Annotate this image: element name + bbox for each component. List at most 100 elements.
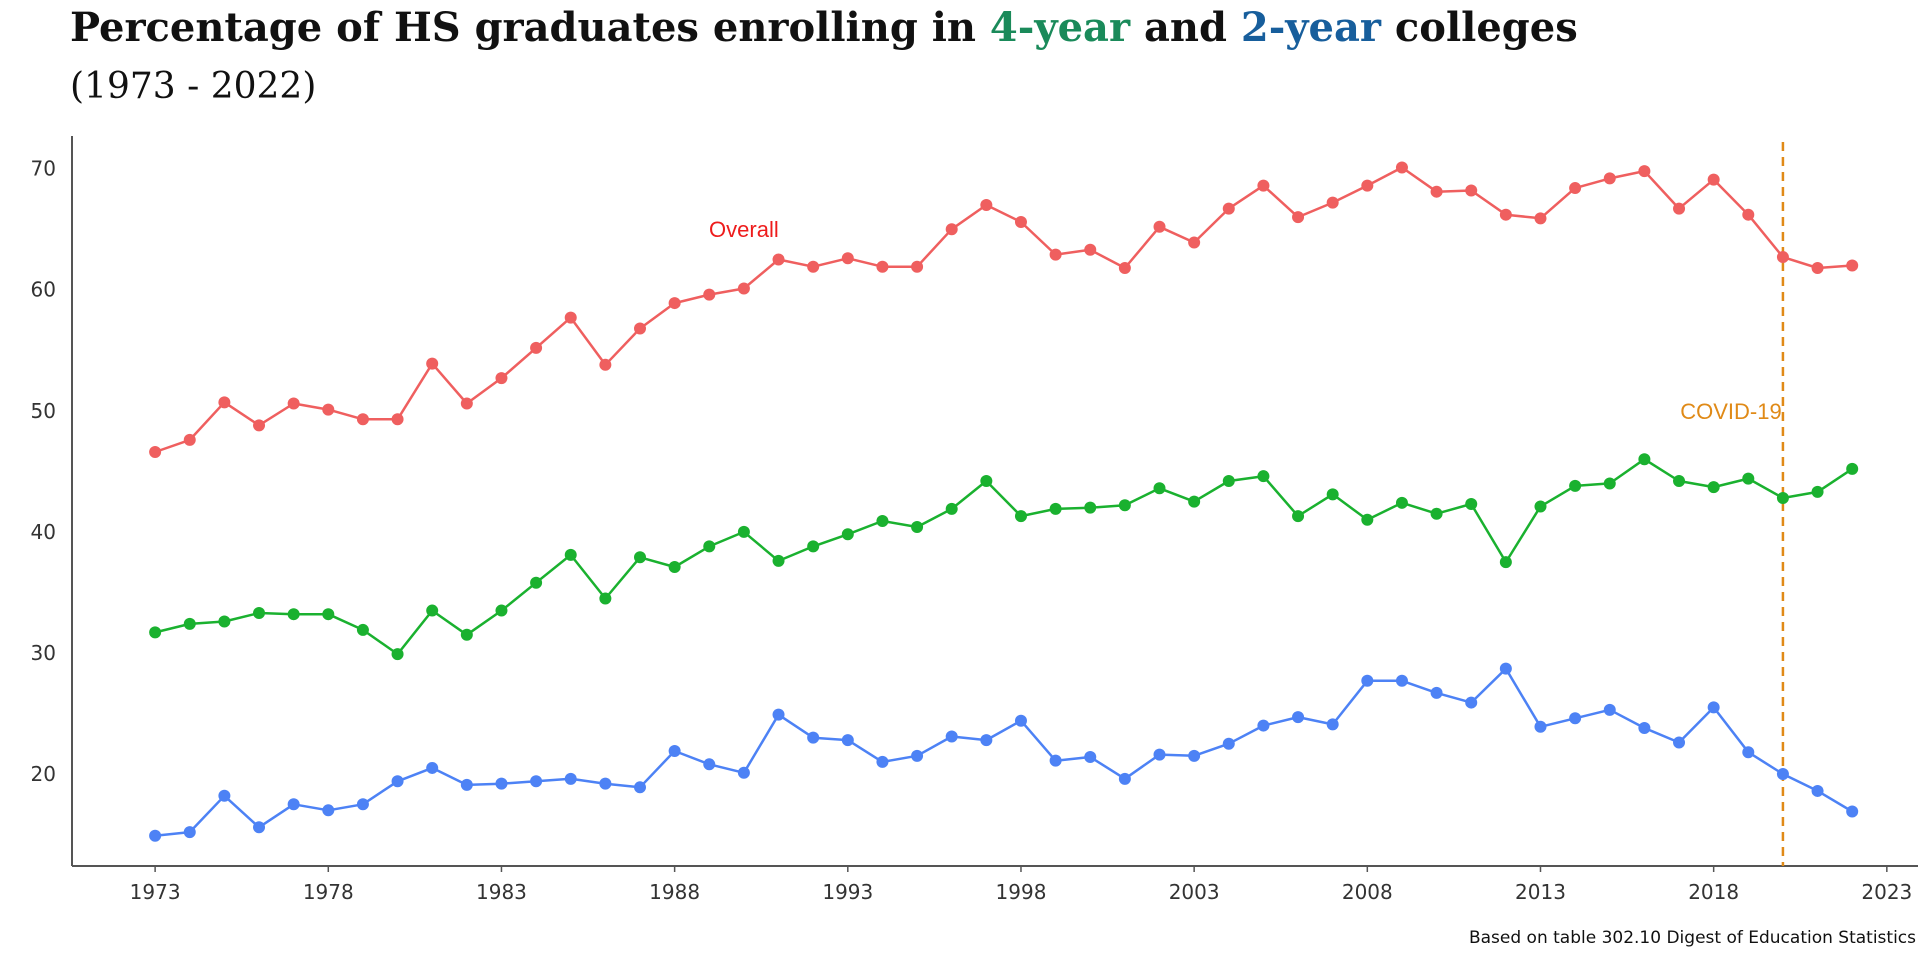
data-point xyxy=(1084,751,1097,764)
data-point xyxy=(530,341,543,354)
data-point xyxy=(149,445,162,458)
data-point xyxy=(1049,502,1062,515)
data-point xyxy=(1049,248,1062,261)
data-point xyxy=(945,730,958,743)
data-point xyxy=(1499,662,1512,675)
data-point xyxy=(253,419,266,432)
data-point xyxy=(183,617,196,630)
data-point xyxy=(599,358,612,371)
data-point xyxy=(737,766,750,779)
data-point xyxy=(876,260,889,273)
data-point xyxy=(1292,510,1305,523)
data-point xyxy=(253,606,266,619)
data-point xyxy=(1292,211,1305,224)
series-line xyxy=(154,166,1853,454)
data-point xyxy=(703,540,716,553)
chart-title: Percentage of HS graduates enrolling in … xyxy=(70,4,1578,51)
data-point xyxy=(876,514,889,527)
data-point xyxy=(1153,748,1166,761)
data-point xyxy=(911,260,924,273)
data-point xyxy=(1534,500,1547,513)
data-point xyxy=(287,397,300,410)
data-point xyxy=(911,521,924,534)
data-point xyxy=(1742,746,1755,759)
data-point xyxy=(322,403,335,416)
y-tick-label: 40 xyxy=(31,520,56,544)
x-tick-label: 1978 xyxy=(303,880,354,904)
data-point xyxy=(1014,510,1027,523)
axes: 20 30 40 50 60 70 1973 1978 1983 1988 1993 1998 2003… xyxy=(31,136,1918,904)
data-point xyxy=(1326,488,1339,501)
data-point xyxy=(841,528,854,541)
data-point xyxy=(564,772,577,785)
data-point xyxy=(841,734,854,747)
data-point xyxy=(1361,179,1374,192)
x-tick-label: 2018 xyxy=(1688,880,1739,904)
data-point xyxy=(703,758,716,771)
overall-series xyxy=(149,161,1859,458)
data-point xyxy=(1014,714,1027,727)
data-point xyxy=(1569,712,1582,725)
data-point xyxy=(807,731,820,744)
data-point xyxy=(1811,261,1824,274)
data-point xyxy=(426,761,439,774)
x-tick-label: 1988 xyxy=(649,880,700,904)
data-point xyxy=(1846,805,1859,818)
data-point xyxy=(911,749,924,762)
data-point xyxy=(634,322,646,335)
data-point xyxy=(1603,477,1616,490)
data-point xyxy=(1395,161,1408,174)
data-point xyxy=(564,311,577,324)
data-point xyxy=(703,288,716,301)
title-part-2: and xyxy=(1130,4,1241,51)
data-point xyxy=(1534,212,1547,225)
data-point xyxy=(460,628,473,641)
annotation-label: Overall xyxy=(709,217,779,242)
data-point xyxy=(495,604,508,617)
data-point xyxy=(1361,513,1374,526)
data-point xyxy=(356,413,369,426)
y-tick-label: 50 xyxy=(31,399,56,423)
data-point xyxy=(1118,772,1131,785)
data-point xyxy=(1673,475,1686,488)
x-tick-label: 1983 xyxy=(476,880,527,904)
data-point xyxy=(599,592,612,605)
data-point xyxy=(1638,721,1651,734)
data-point xyxy=(218,615,231,628)
data-point xyxy=(1776,251,1789,264)
data-point xyxy=(772,253,785,266)
data-point xyxy=(1742,208,1755,221)
annotation-layer: Overall COVID-19 xyxy=(709,217,1782,424)
data-point xyxy=(1673,736,1686,749)
data-point xyxy=(495,777,508,790)
data-point xyxy=(1569,479,1582,492)
data-point xyxy=(876,755,889,768)
data-point xyxy=(1430,185,1443,198)
data-point xyxy=(564,548,577,561)
x-tick-label: 1973 xyxy=(130,880,181,904)
data-point xyxy=(668,297,681,310)
data-point xyxy=(1049,754,1062,767)
title-part-3: colleges xyxy=(1381,4,1578,51)
data-point xyxy=(356,623,369,636)
data-point xyxy=(1153,482,1166,495)
data-point xyxy=(634,551,646,564)
data-point xyxy=(1361,674,1374,687)
source-caption: Based on table 302.10 Digest of Educatio… xyxy=(1468,928,1916,948)
x-tick-label: 2008 xyxy=(1342,880,1393,904)
data-point xyxy=(391,775,404,788)
data-point xyxy=(772,708,785,721)
data-point xyxy=(1326,196,1339,209)
title-part-1: Percentage of HS graduates enrolling in xyxy=(70,4,990,51)
data-point xyxy=(1153,220,1166,233)
data-point xyxy=(1707,481,1720,494)
data-point xyxy=(1707,173,1720,186)
data-point xyxy=(1292,711,1305,724)
data-point xyxy=(1846,462,1859,475)
data-point xyxy=(1118,261,1131,274)
data-point xyxy=(391,648,404,661)
data-point xyxy=(1257,470,1270,483)
data-point xyxy=(460,397,473,410)
data-point xyxy=(1603,172,1616,185)
